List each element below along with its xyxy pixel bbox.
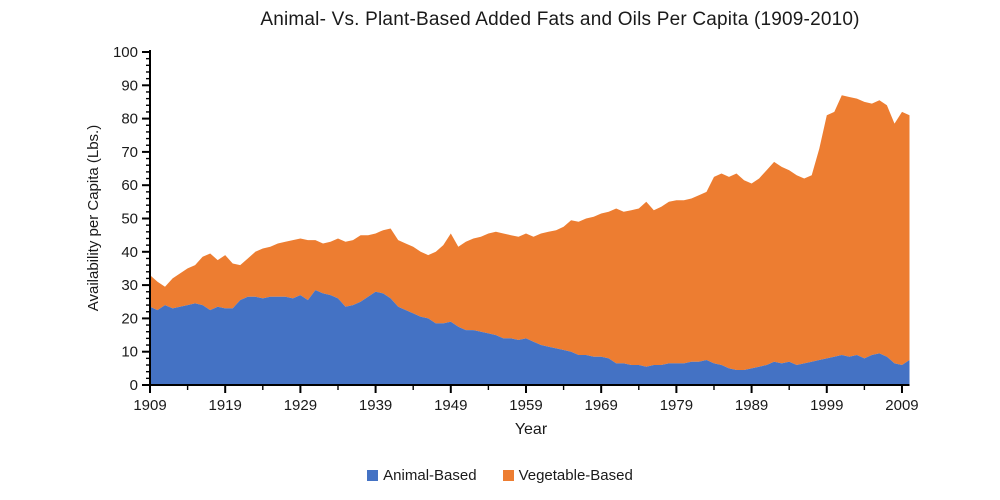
legend-label-vegetable: Vegetable-Based — [518, 466, 633, 484]
chart-title: Animal- Vs. Plant-Based Added Fats and O… — [260, 9, 860, 30]
x-axis-title: Year — [514, 421, 548, 438]
y-tick-label: 20 — [121, 310, 138, 327]
x-tick-label: 1969 — [585, 397, 618, 414]
y-tick-label: 80 — [121, 111, 138, 128]
x-tick-label: 1939 — [359, 397, 392, 414]
x-tick-label: 1949 — [434, 397, 467, 414]
x-tick-label: 1929 — [284, 397, 317, 414]
legend-item-vegetable: Vegetable-Based — [502, 466, 633, 484]
area-vegetable-based — [150, 95, 910, 371]
y-tick-label: 50 — [121, 211, 138, 228]
legend-item-animal: Animal-Based — [367, 466, 477, 484]
y-tick-label: 100 — [113, 44, 138, 61]
y-tick-label: 40 — [121, 244, 138, 261]
legend: Animal-Based Vegetable-Based — [0, 463, 1000, 487]
legend-swatch-animal — [367, 469, 379, 481]
x-tick-label: 1919 — [209, 397, 242, 414]
area-animal-based — [150, 290, 910, 385]
y-tick-label: 60 — [121, 177, 138, 194]
x-tick-label: 2009 — [885, 397, 918, 414]
x-tick-label: 1989 — [735, 397, 768, 414]
y-tick-label: 0 — [130, 377, 138, 394]
y-tick-label: 90 — [121, 77, 138, 94]
y-tick-label: 30 — [121, 277, 138, 294]
x-tick-label: 1979 — [660, 397, 693, 414]
x-tick-label: 1999 — [810, 397, 843, 414]
legend-label-animal: Animal-Based — [383, 466, 477, 484]
y-tick-label: 10 — [121, 344, 138, 361]
legend-swatch-vegetable — [502, 469, 514, 481]
x-tick-label: 1909 — [133, 397, 166, 414]
x-tick-label: 1959 — [509, 397, 542, 414]
y-tick-label: 70 — [121, 144, 138, 161]
